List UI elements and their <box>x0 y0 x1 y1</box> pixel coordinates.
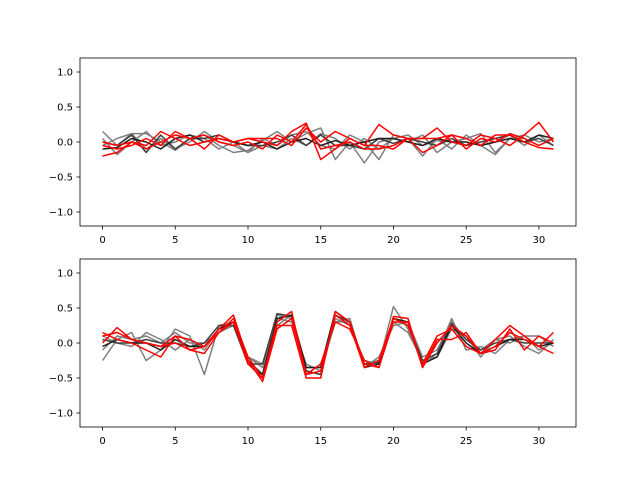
top-subplot-series <box>101 121 555 164</box>
bottom-y-tick-label: −1.0 <box>49 409 73 420</box>
top-x-tick-label: 20 <box>387 235 400 246</box>
bottom-x-tick-label: 10 <box>242 436 255 447</box>
bottom-x-tick-label: 15 <box>314 436 327 447</box>
top-subplot-y-axis: −1.0 −0.5 0.0 0.5 1.0 <box>49 68 80 219</box>
top-subplot: 0 5 10 15 20 25 30 −1.0 −0.5 0.0 0.5 1.0 <box>49 57 577 246</box>
top-x-tick-label: 10 <box>242 235 255 246</box>
top-x-tick-label: 0 <box>99 235 105 246</box>
bottom-series-line-8 <box>102 310 554 379</box>
top-x-tick-label: 30 <box>533 235 546 246</box>
top-y-tick-label: 0.5 <box>57 103 73 114</box>
top-y-tick-label: 0.0 <box>57 138 73 149</box>
bottom-subplot-x-axis: 0 5 10 15 20 25 30 <box>99 427 545 447</box>
bottom-x-tick-label: 0 <box>99 436 105 447</box>
bottom-y-tick-label: 1.0 <box>57 269 73 280</box>
bottom-subplot-series <box>101 305 554 383</box>
bottom-y-tick-label: 0.0 <box>57 339 73 350</box>
top-series-line-6 <box>102 122 554 161</box>
top-y-tick-label: −0.5 <box>49 173 73 184</box>
bottom-x-tick-label: 5 <box>172 436 178 447</box>
top-x-tick-label: 15 <box>314 235 327 246</box>
bottom-y-tick-label: −0.5 <box>49 374 73 385</box>
top-y-tick-label: −1.0 <box>49 208 73 219</box>
top-series-line-7 <box>102 121 555 150</box>
bottom-x-tick-label: 30 <box>533 436 546 447</box>
top-series-line-8 <box>102 123 554 150</box>
top-x-tick-label: 25 <box>460 235 473 246</box>
top-subplot-x-axis: 0 5 10 15 20 25 30 <box>99 226 545 246</box>
top-y-tick-label: 1.0 <box>57 68 73 79</box>
bottom-subplot: 0 5 10 15 20 25 30 −1.0 −0.5 0.0 0.5 1.0 <box>49 258 577 447</box>
bottom-x-tick-label: 25 <box>460 436 473 447</box>
top-x-tick-label: 5 <box>172 235 178 246</box>
top-series-line-4 <box>102 134 554 154</box>
bottom-x-tick-label: 20 <box>387 436 400 447</box>
bottom-y-tick-label: 0.5 <box>57 304 73 315</box>
bottom-subplot-y-axis: −1.0 −0.5 0.0 0.5 1.0 <box>49 269 80 420</box>
